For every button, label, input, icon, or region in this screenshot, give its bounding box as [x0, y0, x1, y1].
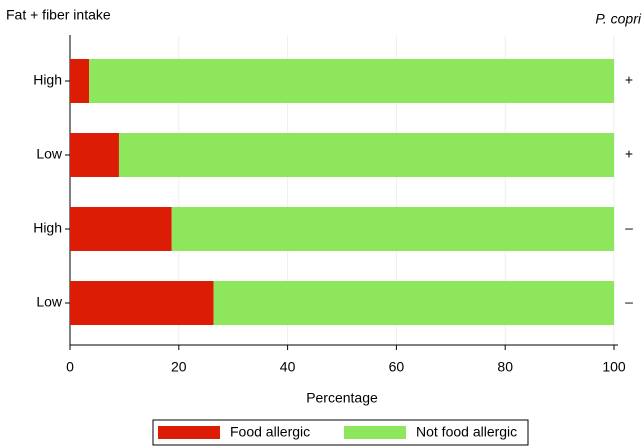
legend-swatch [158, 426, 220, 439]
y-axis-label: Fat + fiber intake [6, 7, 111, 23]
legend-swatch [344, 426, 406, 439]
bar-segment [70, 281, 214, 325]
y-tick-label: High [33, 220, 62, 236]
legend-label: Not food allergic [416, 424, 517, 440]
group-label: – [625, 220, 633, 236]
bar-segment [89, 59, 615, 103]
legend-box [152, 419, 529, 446]
group-label: + [625, 146, 633, 162]
x-tick-label: 60 [389, 359, 405, 375]
bar-segment [171, 207, 614, 251]
y-tick-label: High [33, 72, 62, 88]
x-axis-label: Percentage [306, 390, 378, 406]
bar-segment [70, 133, 119, 177]
bar-segment [213, 281, 614, 325]
x-tick-label: 0 [66, 359, 74, 375]
y-tick-label: Low [36, 146, 63, 162]
group-label: – [625, 294, 633, 310]
y-tick-label: Low [36, 294, 63, 310]
legend-label: Food allergic [230, 424, 310, 440]
x-tick-label: 20 [171, 359, 187, 375]
x-tick-label: 100 [602, 359, 626, 375]
group-label: + [625, 72, 633, 88]
x-tick-label: 80 [497, 359, 513, 375]
bar-segment [70, 59, 90, 103]
group-title: P. copri [595, 11, 642, 27]
x-tick-label: 40 [280, 359, 296, 375]
bar-segment [70, 207, 172, 251]
bar-segment [118, 133, 615, 177]
